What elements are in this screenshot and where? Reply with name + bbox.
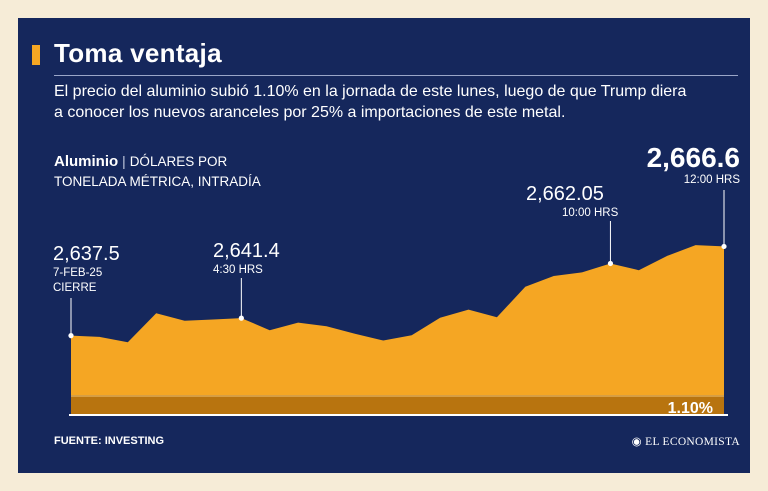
series-separator: | <box>122 154 126 169</box>
title-divider <box>54 75 738 76</box>
source-note: FUENTE: INVESTING <box>54 435 165 447</box>
page-title: Toma ventaja <box>54 38 222 68</box>
annotation-marker <box>607 260 614 267</box>
annotation-marker <box>238 315 244 321</box>
annotation-value: 2,637.5 <box>53 243 120 265</box>
series-unit-line1: DÓLARES POR <box>129 154 228 169</box>
price-area <box>71 245 724 414</box>
annotation-label: CIERRE <box>53 282 97 294</box>
annotation-value: 2,662.05 <box>526 183 604 205</box>
change-label: 1.10% <box>668 400 713 417</box>
annotation-label: 7-FEB-25 <box>53 267 102 279</box>
annotation-label: 4:30 HRS <box>213 264 263 276</box>
title-accent-bar <box>32 45 40 65</box>
brand-logo: ◉ EL ECONOMISTA <box>632 434 740 448</box>
series-label: Aluminio | DÓLARES POR TONELADA MÉTRICA, I… <box>54 152 261 192</box>
subtitle: El precio del aluminio subió 1.10% en la… <box>54 83 687 121</box>
annotation-marker <box>68 333 74 339</box>
annotation-value: 2,641.4 <box>213 240 280 262</box>
brand-name: EL ECONOMISTA <box>645 436 740 448</box>
change-band <box>71 395 724 414</box>
brand-seal-icon: ◉ <box>631 436 646 448</box>
series-unit-line2: TONELADA MÉTRICA, INTRADÍA <box>54 174 261 189</box>
annotation-label: 12:00 HRS <box>684 174 741 186</box>
annotation-label: 10:00 HRS <box>562 207 619 219</box>
annotation-value-highlight: 2,666.6 <box>647 142 740 173</box>
annotation-marker <box>721 243 727 250</box>
series-name: Aluminio <box>54 153 119 170</box>
